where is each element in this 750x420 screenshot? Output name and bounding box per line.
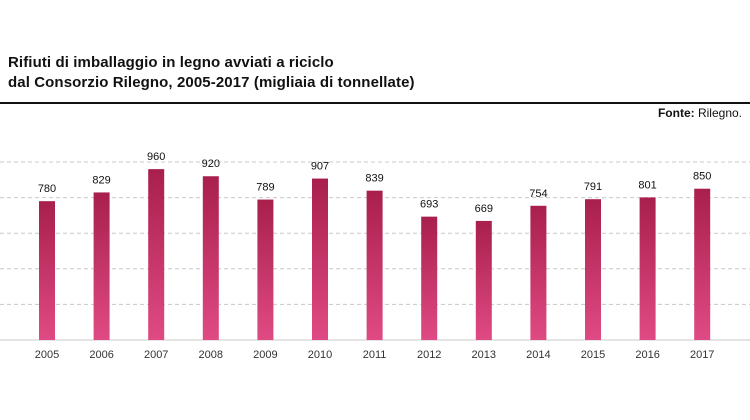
bar-2012 <box>421 216 438 340</box>
bar-2015 <box>585 199 601 340</box>
chart-title: Rifiuti di imballaggio in legno avviati … <box>8 53 415 93</box>
source-name: Rilegno. <box>697 106 742 120</box>
x-tick-label-2011: 2011 <box>363 349 387 361</box>
bar-2010 <box>312 178 328 340</box>
x-tick-label-2009: 2009 <box>253 349 277 361</box>
bar-2013 <box>475 220 492 340</box>
bar-2008 <box>202 176 219 340</box>
data-label-2013: 669 <box>475 203 493 215</box>
source-note: Fonte: Rilegno. <box>658 106 742 120</box>
data-label-2007: 960 <box>147 151 165 163</box>
bar-2017 <box>694 188 711 340</box>
data-label-2016: 801 <box>638 179 656 191</box>
header-rule <box>0 102 750 104</box>
data-label-2017: 850 <box>693 171 711 183</box>
x-tick-label-2007: 2007 <box>144 349 168 361</box>
bar-2006 <box>93 192 110 340</box>
bar-2014 <box>530 205 547 340</box>
x-tick-label-2005: 2005 <box>35 349 59 361</box>
data-label-2010: 907 <box>311 161 329 173</box>
data-label-2009: 789 <box>256 182 274 194</box>
source-prefix: Fonte: <box>657 106 695 120</box>
x-tick-label-2006: 2006 <box>89 349 113 361</box>
bar-2009 <box>257 199 274 340</box>
x-tick-label-2014: 2014 <box>526 349 550 361</box>
x-tick-label-2017: 2017 <box>690 349 714 361</box>
data-label-2005: 780 <box>38 183 56 195</box>
data-label-2015: 791 <box>584 181 602 193</box>
x-tick-label-2013: 2013 <box>472 349 496 361</box>
x-tick-label-2012: 2012 <box>417 349 441 361</box>
x-tick-label-2015: 2015 <box>581 349 605 361</box>
data-label-2014: 754 <box>529 188 547 200</box>
bar-2011 <box>366 190 383 340</box>
chart-title-line-2: dal Consorzio Rilegno, 2005-2017 (miglia… <box>8 74 415 91</box>
x-tick-label-2016: 2016 <box>635 349 659 361</box>
chart-title-line-1: Rifiuti di imballaggio in legno avviati … <box>8 54 334 71</box>
bar-2005 <box>39 201 55 340</box>
bar-2016 <box>639 197 656 340</box>
x-tick-label-2010: 2010 <box>308 349 332 361</box>
data-label-2012: 693 <box>420 199 438 211</box>
data-label-2008: 920 <box>202 158 220 170</box>
data-label-2006: 829 <box>92 174 110 186</box>
data-label-2011: 839 <box>365 173 383 185</box>
x-tick-label-2008: 2008 <box>199 349 223 361</box>
bar-2007 <box>148 169 165 340</box>
